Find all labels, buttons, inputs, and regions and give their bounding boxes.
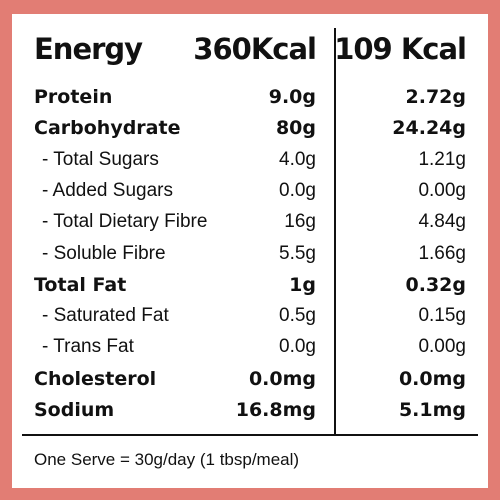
nutrient-value: 5.1mg bbox=[398, 399, 466, 421]
nutrient-label: - Total Sugars bbox=[42, 148, 159, 170]
nutrient-row: - Soluble Fibre 5.5g 1.66g bbox=[12, 243, 488, 273]
footer-note: One Serve = 30g/day (1 tbsp/meal) bbox=[34, 450, 300, 469]
column-divider bbox=[334, 28, 336, 436]
nutrient-value: 1g bbox=[289, 273, 316, 296]
nutrient-row: Sodium 16.8mg 5.1mg bbox=[12, 399, 488, 429]
nutrient-label: Sodium bbox=[34, 399, 115, 421]
nutrient-value: 0.15g bbox=[418, 305, 466, 327]
nutrient-value: 360Kcal bbox=[193, 32, 317, 66]
nutrient-value: 4.0g bbox=[279, 148, 316, 170]
nutrient-value: 0.5g bbox=[279, 305, 316, 327]
nutrient-value: 0.0mg bbox=[398, 367, 466, 390]
nutrient-row: Cholesterol 0.0mg 0.0mg bbox=[12, 368, 488, 398]
nutrient-label: - Total Dietary Fibre bbox=[42, 211, 208, 233]
nutrient-value: 5.5g bbox=[279, 242, 316, 264]
nutrient-value: 0.00g bbox=[418, 179, 466, 201]
nutrient-value: 80g bbox=[275, 117, 316, 140]
nutrient-value: 1.66g bbox=[418, 242, 466, 264]
nutrient-value: 24.24g bbox=[392, 117, 466, 140]
nutrient-value: 16g bbox=[284, 211, 316, 233]
nutrient-label: - Soluble Fibre bbox=[42, 242, 166, 264]
nutrient-row: - Trans Fat 0.0g 0.00g bbox=[12, 336, 488, 366]
nutrient-value: 0.00g bbox=[418, 336, 466, 358]
nutrient-label: Energy bbox=[34, 32, 143, 66]
nutrient-value: 1.21g bbox=[418, 148, 466, 170]
nutrient-value: 0.0g bbox=[279, 336, 316, 358]
nutrition-panel: One Serve = 30g/day (1 tbsp/meal) Energy… bbox=[12, 14, 488, 488]
nutrient-value: 0.32g bbox=[405, 273, 466, 296]
nutrient-value: 109 Kcal bbox=[334, 32, 467, 66]
nutrient-value: 0.0mg bbox=[248, 367, 316, 390]
nutrient-label: Carbohydrate bbox=[34, 117, 181, 140]
nutrient-row: Protein 9.0g 2.72g bbox=[12, 86, 488, 116]
nutrient-row: - Added Sugars 0.0g 0.00g bbox=[12, 180, 488, 210]
nutrient-label: Protein bbox=[34, 86, 113, 108]
nutrient-row: Total Fat 1g 0.32g bbox=[12, 274, 488, 304]
nutrient-label: Cholesterol bbox=[34, 367, 157, 390]
nutrient-value: 16.8mg bbox=[235, 399, 316, 421]
nutrient-label: - Trans Fat bbox=[42, 336, 134, 358]
nutrient-row: - Total Dietary Fibre 16g 4.84g bbox=[12, 211, 488, 241]
header-row: Energy 360Kcal 109 Kcal bbox=[12, 32, 488, 66]
footer-divider bbox=[22, 434, 478, 436]
nutrient-value: 9.0g bbox=[268, 86, 316, 108]
nutrient-value: 2.72g bbox=[405, 86, 466, 108]
nutrient-value: 0.0g bbox=[279, 179, 316, 201]
nutrient-value: 4.84g bbox=[418, 211, 466, 233]
nutrient-row: Carbohydrate 80g 24.24g bbox=[12, 117, 488, 147]
nutrient-label: - Saturated Fat bbox=[42, 305, 169, 327]
nutrient-row: - Saturated Fat 0.5g 0.15g bbox=[12, 305, 488, 335]
nutrient-label: - Added Sugars bbox=[42, 179, 173, 201]
nutrient-label: Total Fat bbox=[34, 273, 127, 296]
nutrient-row: - Total Sugars 4.0g 1.21g bbox=[12, 149, 488, 179]
